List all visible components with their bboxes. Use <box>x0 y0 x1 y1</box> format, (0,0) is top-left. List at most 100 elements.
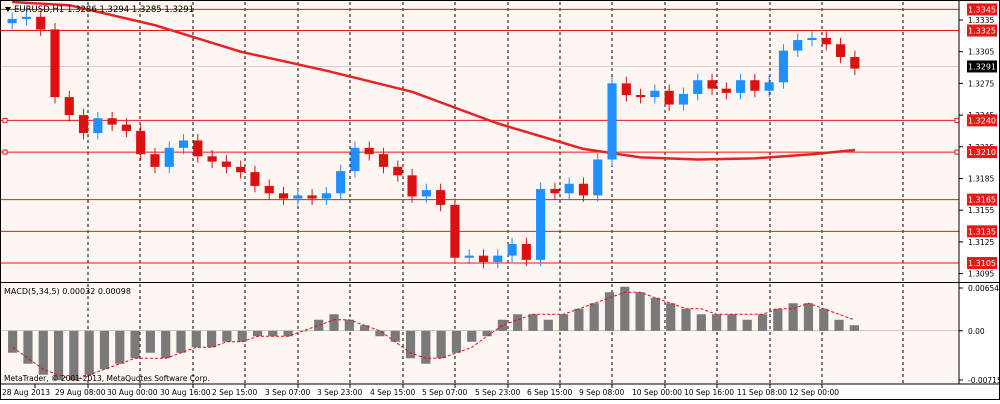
bear-candle <box>821 37 831 45</box>
macd-bar <box>436 330 446 359</box>
bear-candle <box>393 166 403 176</box>
bear-candle <box>78 115 89 134</box>
bear-candle <box>721 88 731 93</box>
bear-candle <box>850 56 860 69</box>
macd-bar <box>819 308 829 331</box>
candlesticks <box>7 10 860 269</box>
time-axis-tick-label: 12 Sep 00:00 <box>789 388 839 397</box>
macd-bar <box>558 314 569 331</box>
macd-bar <box>53 330 64 381</box>
macd-bar <box>390 330 400 342</box>
macd-bar <box>145 330 155 353</box>
copyright-footer: MetaTrader, © 2001-2013, MetaQuotes Soft… <box>4 374 210 383</box>
bull-candle <box>164 147 174 167</box>
macd-bar <box>130 330 140 359</box>
bear-candle <box>750 80 760 91</box>
bull-candle <box>93 118 103 134</box>
level-price-label-bg <box>967 193 997 206</box>
current-price-value: 1.3291 <box>968 62 996 71</box>
macd-bar <box>222 330 232 342</box>
bear-candle <box>436 190 446 205</box>
bear-candle <box>121 124 131 131</box>
bull-candle <box>350 147 360 172</box>
bull-candle <box>793 40 803 51</box>
bear-candle <box>836 44 846 57</box>
bear-candle <box>278 193 289 199</box>
price-axis-tick-label: 1.3095 <box>968 270 994 279</box>
macd-bar <box>834 319 844 331</box>
macd-bar <box>574 308 584 331</box>
price-axis-tick-label: 1.3335 <box>968 16 994 25</box>
time-axis-tick-label: 3 Sep 23:00 <box>317 388 363 397</box>
macd-axis: 0.00654 0.00 -0.00715 <box>959 284 1000 385</box>
level-price-label: 1.3105 <box>968 259 996 268</box>
macd-bar <box>375 330 385 337</box>
macd-signal-layer <box>12 291 855 381</box>
macd-bar <box>543 319 553 331</box>
macd-bar <box>620 286 630 331</box>
bear-candle <box>478 255 489 262</box>
level-price-label-bg <box>967 146 997 159</box>
bear-candle <box>136 130 146 155</box>
macd-signal-line <box>12 291 855 381</box>
bull-candle <box>607 83 617 160</box>
macd-bar <box>757 314 768 331</box>
macd-bar <box>696 314 706 331</box>
dropdown-triangle-icon[interactable] <box>5 7 11 12</box>
time-axis-tick-label: 5 Sep 07:00 <box>422 388 468 397</box>
time-axis-tick-label: 11 Sep 08:00 <box>737 388 787 397</box>
bull-candle <box>764 82 774 91</box>
bear-candle <box>250 172 260 186</box>
macd-bar <box>115 330 125 364</box>
macd-plot-area[interactable] <box>1 283 959 384</box>
level-price-label-bg <box>967 114 997 127</box>
price-axis-tick-label: 1.3305 <box>968 48 994 57</box>
macd-bar <box>666 303 676 331</box>
macd-bar <box>635 292 645 331</box>
macd-bar <box>421 330 431 364</box>
macd-bar <box>742 319 752 331</box>
time-axis-tick-label: 2 Sep 15:00 <box>212 388 258 397</box>
macd-bar <box>23 330 33 364</box>
bear-candle <box>364 147 374 155</box>
bull-candle <box>507 244 517 256</box>
macd-bar <box>344 319 354 331</box>
bull-candle <box>7 18 17 24</box>
bear-candle <box>207 156 217 162</box>
bull-candle <box>778 50 789 83</box>
price-axis-tick-label: 1.3125 <box>968 238 994 247</box>
bull-candle <box>178 140 189 148</box>
bear-candle <box>407 175 417 197</box>
bull-candle <box>421 190 431 197</box>
bear-candle <box>193 140 203 157</box>
macd-bar <box>849 325 859 331</box>
bear-candle <box>264 185 274 194</box>
bull-candle <box>21 16 31 19</box>
macd-bar <box>69 330 79 381</box>
bear-candle <box>50 29 60 98</box>
macd-bar <box>589 303 599 331</box>
macd-bar <box>451 330 462 353</box>
moving-average-line <box>12 0 856 161</box>
macd-bar <box>405 330 416 359</box>
bear-candle <box>64 97 74 116</box>
macd-bar <box>528 314 538 331</box>
bear-candle <box>107 118 117 125</box>
bear-candle <box>36 16 46 30</box>
bull-candle <box>493 255 503 262</box>
bull-candle <box>693 80 703 94</box>
macd-bar <box>773 308 783 331</box>
macd-bar <box>314 319 324 331</box>
price-axis-tick-label: 1.3155 <box>968 206 994 215</box>
time-axis-tick-label: 30 Aug 00:00 <box>107 388 158 397</box>
macd-bar <box>84 330 94 375</box>
bull-candle <box>536 189 546 260</box>
macd-bar <box>467 330 477 342</box>
macd-bar <box>681 308 691 331</box>
level-price-label-bg <box>967 3 997 16</box>
time-axis-tick-label: 10 Sep 00:00 <box>632 388 682 397</box>
level-anchor-marker <box>2 149 8 155</box>
level-anchor-marker <box>954 149 960 155</box>
